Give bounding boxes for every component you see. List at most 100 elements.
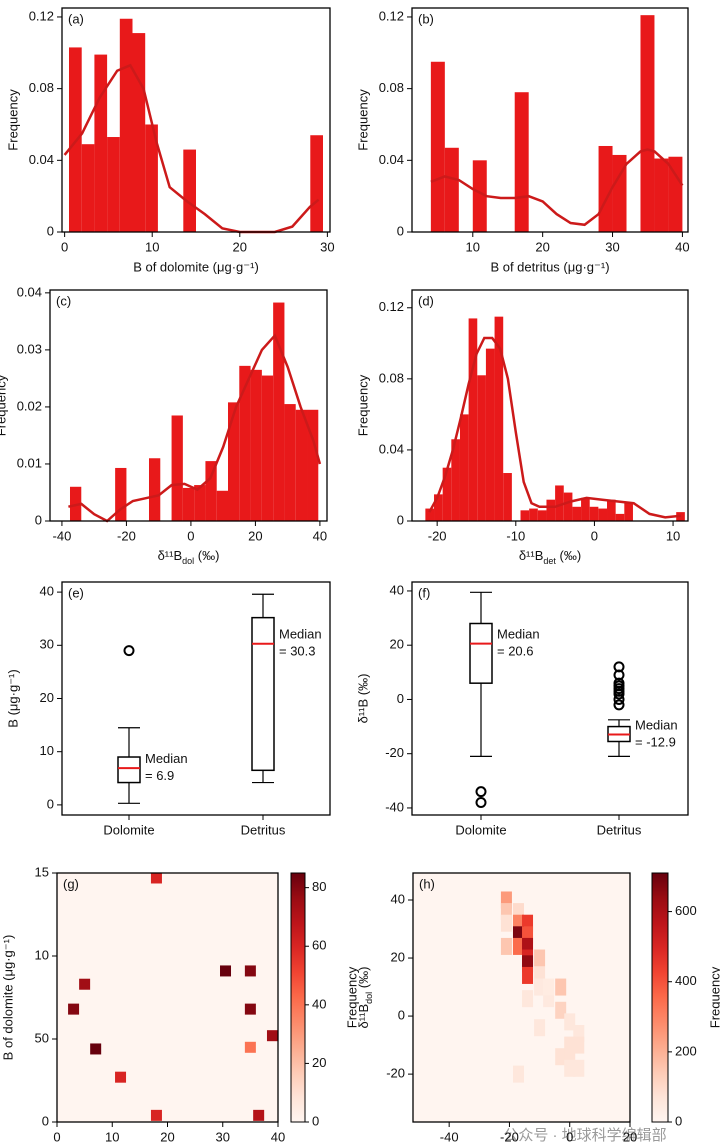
heatmap-cell	[150, 872, 162, 884]
kde-curve	[68, 333, 322, 523]
kde-curve	[430, 148, 684, 227]
heatmap-cell	[534, 978, 546, 996]
histogram-bar	[563, 492, 573, 521]
x-tick-label: 20	[160, 1129, 174, 1144]
histogram-bar	[171, 415, 183, 521]
x-tick-label: Dolomite	[103, 822, 154, 837]
x-tick-label: -40	[53, 528, 72, 543]
heatmap-cell	[564, 1036, 576, 1054]
median-label: Median = -12.9	[635, 718, 678, 750]
y-tick-label: 0.03	[17, 341, 42, 356]
y-tick-label: 0.12	[379, 8, 404, 23]
x-tick-label: 30	[216, 1129, 230, 1144]
histogram-bar	[148, 458, 161, 521]
x-tick-label: -10	[506, 528, 525, 543]
label-part: (‰)	[194, 548, 219, 563]
histogram-bar	[310, 135, 323, 232]
heatmap-cell	[500, 891, 512, 909]
heatmap-cell	[534, 949, 546, 967]
y-tick-label: 0.04	[379, 152, 404, 167]
y-tick-label: 0.04	[29, 152, 54, 167]
median-label: Median = 6.9	[145, 752, 188, 784]
median-label-line: = -12.9	[635, 735, 676, 750]
histogram-bar	[182, 487, 195, 521]
x-tick-label: -20	[500, 1129, 519, 1144]
histogram-bar	[273, 302, 285, 521]
histogram-bar	[81, 144, 95, 232]
x-tick-label: 20	[623, 1129, 637, 1144]
histogram-bar	[485, 348, 495, 521]
axes-frame	[61, 581, 331, 816]
y-tick-label: -40	[385, 799, 404, 814]
y-tick-label: 0	[47, 796, 54, 811]
x-axis-label: B of dolomite (μg·g⁻¹)	[133, 259, 259, 274]
histogram-bar	[529, 508, 538, 521]
histogram-bar	[640, 15, 655, 233]
y-tick-label: 20	[40, 690, 54, 705]
heatmap-cell	[522, 937, 534, 955]
x-axis-label: B of detritus (μg·g⁻¹)	[490, 259, 609, 274]
y-tick-label: 0	[397, 691, 404, 706]
heatmap-cell	[573, 1059, 585, 1077]
histogram-bar	[555, 485, 564, 521]
histogram-bar	[615, 513, 625, 521]
histogram-bar	[668, 156, 683, 232]
heatmap-cell	[79, 978, 91, 990]
label-part: dol	[182, 556, 194, 566]
y-tick-label: -20	[386, 1066, 405, 1081]
y-tick-label: 15	[35, 864, 49, 879]
label-part: (‰)	[556, 548, 581, 563]
colorbar-tick-label: 60	[312, 938, 326, 953]
median-label-line: Median	[635, 718, 678, 733]
histogram-bar	[430, 61, 445, 233]
x-tick-label: -20	[117, 528, 136, 543]
heatmap-cell	[555, 1048, 567, 1066]
histogram-bar	[503, 473, 512, 521]
histogram-bar	[228, 402, 240, 521]
y-tick-label: 0	[398, 1008, 405, 1023]
heatmap-background	[57, 873, 278, 1122]
histogram-bar	[115, 467, 127, 521]
heatmap-cell	[555, 1001, 567, 1019]
heatmap-cell	[500, 937, 512, 955]
y-tick-label: 0	[47, 223, 54, 238]
kde-curve	[63, 63, 320, 234]
y-axis-label: Frequency	[5, 89, 20, 151]
histogram-bar	[607, 499, 616, 521]
heatmap-cell	[512, 926, 524, 944]
y-tick-label: 0	[397, 512, 404, 527]
colorbar	[651, 872, 669, 1123]
histogram-bar	[145, 124, 158, 232]
y-tick-label: 40	[40, 584, 54, 599]
heatmap-cell	[115, 1071, 127, 1083]
x-axis-label: δ¹¹Bdet (‰)	[519, 548, 581, 566]
histogram-bar	[494, 316, 504, 521]
heatmap-cell	[512, 1065, 524, 1083]
x-tick-label: 40	[675, 239, 689, 254]
histogram-bar	[444, 147, 459, 232]
label-part: dol	[364, 992, 374, 1004]
colorbar-tick-label: 200	[675, 1043, 697, 1058]
histogram-bar	[307, 409, 319, 521]
heatmap-cell	[573, 1024, 585, 1042]
y-tick-label: 40	[390, 582, 404, 597]
heatmap-cell	[522, 955, 534, 973]
heatmap-cell	[573, 1036, 585, 1054]
heatmap-cell	[244, 1041, 256, 1053]
x-tick-label: 0	[187, 528, 194, 543]
y-tick-label: 0	[35, 512, 42, 527]
axes-frame	[412, 872, 631, 1123]
axes-frame	[411, 581, 689, 816]
label-part: δ¹¹B	[158, 548, 183, 563]
heatmap-cell	[150, 1109, 162, 1121]
histogram-bar	[295, 409, 308, 521]
x-tick-label: 30	[605, 239, 619, 254]
heatmap-cell	[522, 926, 534, 944]
heatmap-cell	[564, 1059, 576, 1077]
histogram-bar	[546, 499, 556, 521]
outlier	[475, 786, 487, 798]
x-tick-label: 20	[248, 528, 262, 543]
axes-frame	[411, 7, 689, 233]
